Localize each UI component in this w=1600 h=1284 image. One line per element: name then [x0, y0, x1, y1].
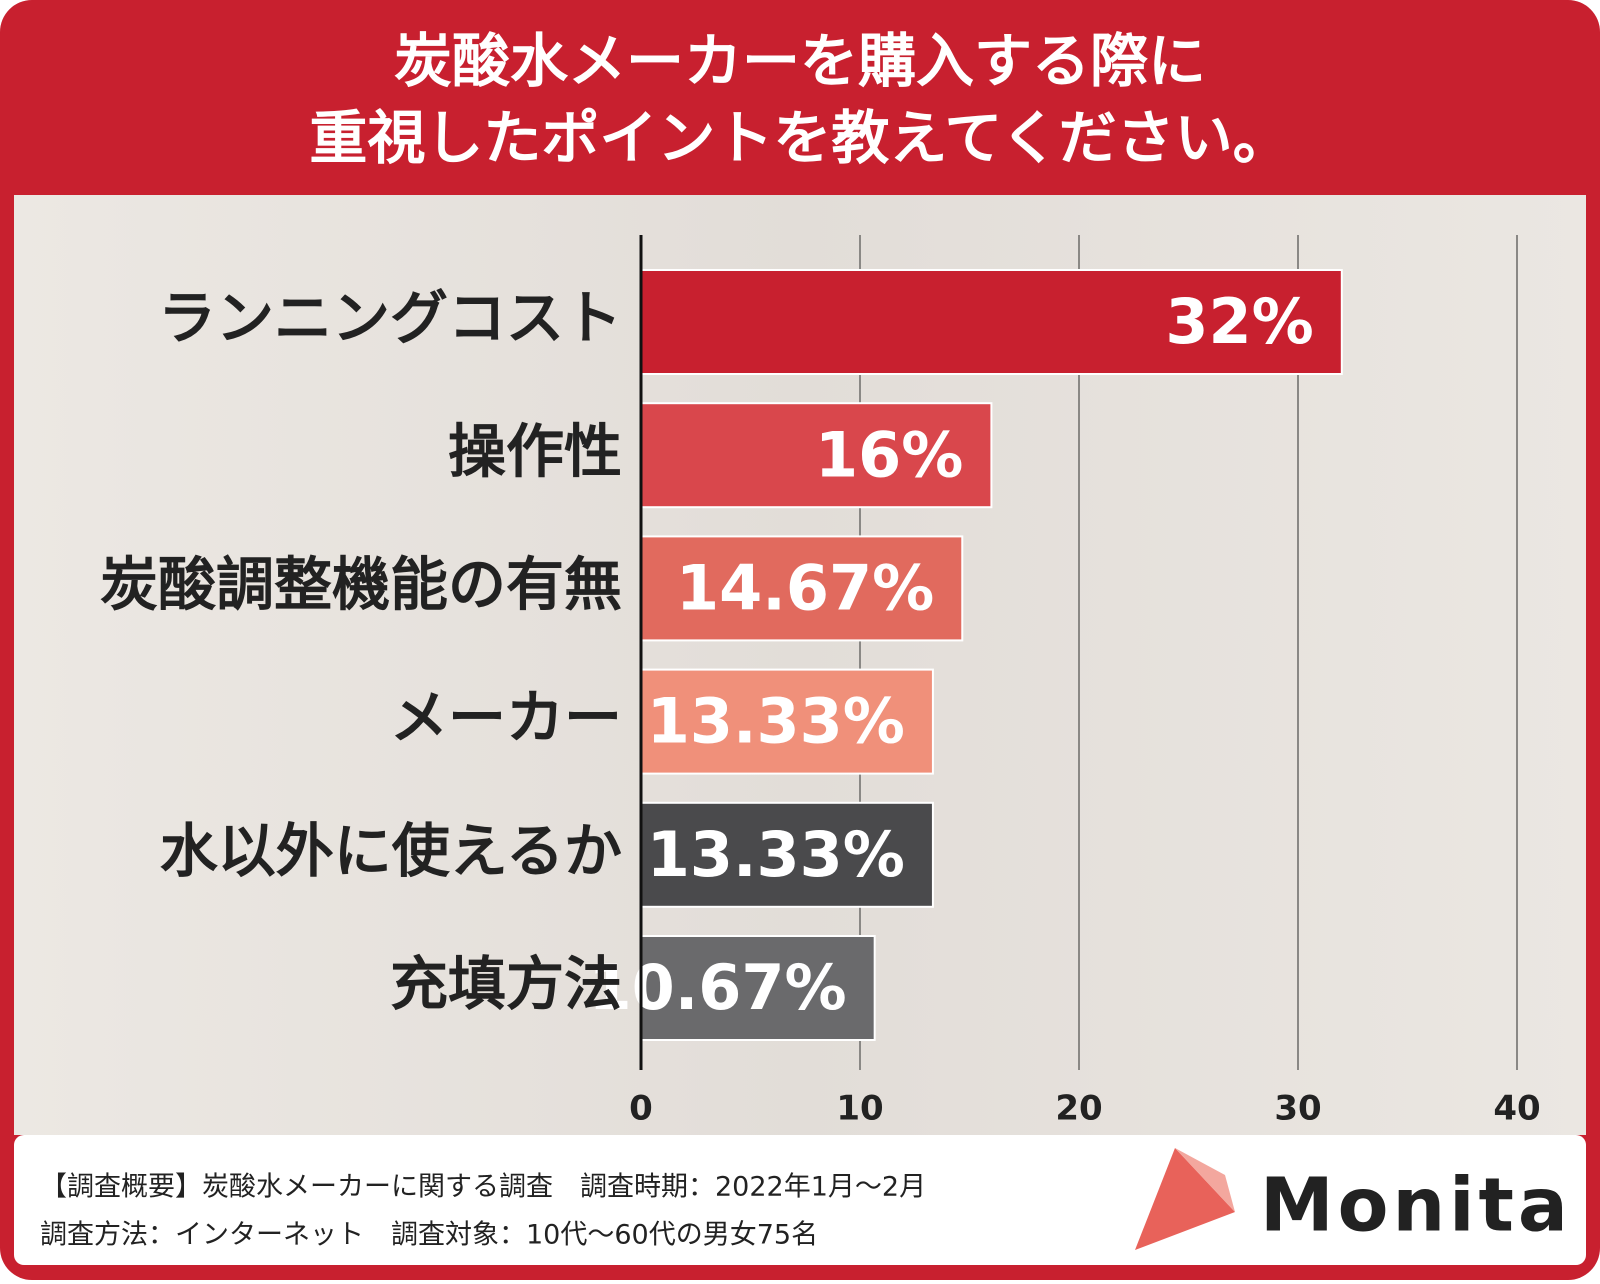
category-label: 操作性	[448, 417, 622, 485]
value-label: 16%	[815, 418, 963, 491]
category-label: メーカー	[390, 684, 622, 752]
value-label: 32%	[1165, 285, 1313, 358]
value-label: 13.33%	[647, 685, 905, 758]
category-label: ランニングコスト	[158, 284, 622, 352]
x-tick-label: 20	[1055, 1089, 1102, 1129]
bar	[640, 668, 934, 775]
value-label: 10.67%	[588, 951, 846, 1024]
chart-title: 炭酸水メーカーを購入する際に	[394, 27, 1206, 95]
category-label: 水以外に使えるか	[160, 817, 622, 885]
bar	[640, 402, 993, 509]
bar	[640, 269, 1343, 375]
bar	[640, 801, 934, 908]
x-tick-label: 40	[1493, 1089, 1540, 1129]
footer-note: 調査方法：インターネット 調査対象：10代～60代の男女75名	[40, 1220, 818, 1251]
x-tick-label: 10	[836, 1089, 883, 1129]
x-tick-label: 30	[1274, 1089, 1321, 1129]
footer-note: 【調査概要】炭酸水メーカーに関する調査 調査時期：2022年1月～2月	[40, 1172, 926, 1203]
logo: Monita	[1260, 1163, 1572, 1249]
category-label: 炭酸調整機能の有無	[100, 551, 622, 619]
logo-mark	[1175, 1148, 1235, 1212]
value-label: 13.33%	[647, 818, 905, 891]
x-tick-label: 0	[629, 1089, 653, 1129]
chart-title: 重視したポイントを教えてください。	[309, 104, 1290, 172]
bar	[640, 935, 876, 1041]
plot: 0 10 20 30 40 32% ランニングコスト 16% 操作性 14.67% 炭酸調整機能の有…	[100, 235, 1541, 1129]
category-label: 充填方法	[390, 950, 622, 1018]
value-label: 14.67%	[676, 551, 934, 624]
logo-mark	[1135, 1148, 1235, 1250]
